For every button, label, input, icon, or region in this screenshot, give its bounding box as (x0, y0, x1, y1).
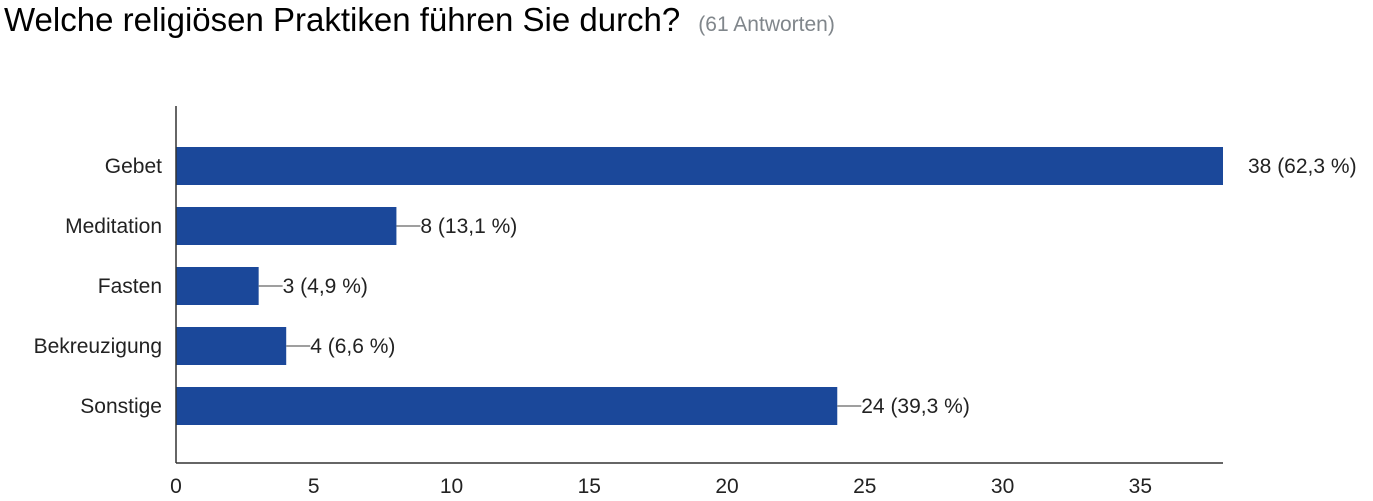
x-tick-label-15: 15 (578, 475, 601, 498)
bar-meditation (176, 207, 397, 245)
category-label-meditation: Meditation (65, 215, 162, 238)
data-label-meditation: 8 (13,1 %) (420, 215, 517, 238)
bar-fasten (176, 267, 259, 305)
x-tick-label-10: 10 (440, 475, 463, 498)
x-tick-label-20: 20 (715, 475, 738, 498)
category-label-sonstige: Sonstige (80, 395, 162, 418)
chart-header: Welche religiösen Praktiken führen Sie d… (4, 0, 835, 46)
bar-bekreuzigung (176, 327, 287, 365)
x-tick-label-35: 35 (1129, 475, 1152, 498)
category-label-gebet: Gebet (105, 155, 162, 178)
chart-title: Welche religiösen Praktiken führen Sie d… (4, 1, 681, 38)
bars-layer (176, 147, 1223, 425)
x-tick-label-5: 5 (308, 475, 320, 498)
data-label-gebet: 38 (62,3 %) (1248, 155, 1357, 178)
category-label-bekreuzigung: Bekreuzigung (34, 335, 162, 358)
category-label-fasten: Fasten (98, 275, 162, 298)
labels-layer: Gebet 38 (62,3 %) Meditation 8 (13,1 %) Fast… (34, 155, 1357, 418)
x-tick-label-30: 30 (991, 475, 1014, 498)
bar-sonstige (176, 387, 838, 425)
x-tick-label-25: 25 (853, 475, 876, 498)
data-label-bekreuzigung: 4 (6,6 %) (310, 335, 395, 358)
bar-gebet (176, 147, 1223, 185)
data-label-fasten: 3 (4,9 %) (283, 275, 368, 298)
data-label-sonstige: 24 (39,3 %) (861, 395, 970, 418)
axis-layer: 0 5 10 15 20 25 30 35 (170, 106, 1223, 498)
x-tick-label-0: 0 (170, 475, 182, 498)
response-count: (61 Antworten) (698, 13, 835, 36)
